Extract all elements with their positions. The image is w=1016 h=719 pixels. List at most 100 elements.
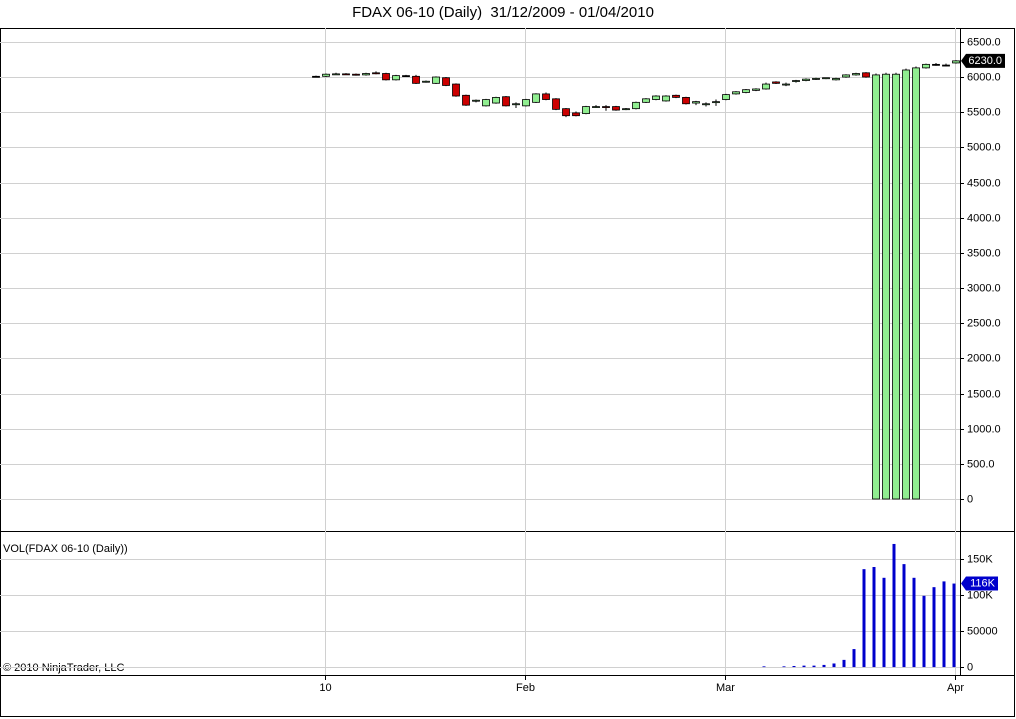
x-tick-label: Mar [716, 682, 735, 694]
candle-body [602, 106, 610, 108]
volume-bar [862, 569, 866, 668]
candle-body [832, 78, 840, 81]
candle-body [372, 72, 380, 75]
candle-body [482, 99, 490, 107]
volume-bar [852, 649, 856, 668]
candle-body [432, 76, 440, 84]
candle-body [772, 81, 780, 84]
candle-body [312, 75, 320, 78]
x-tick-label: 10 [319, 682, 331, 694]
y-tick-label: 500.0 [967, 458, 995, 470]
candle-body [882, 73, 890, 500]
volume-bar [802, 665, 806, 668]
y-tick-label: 0 [967, 493, 973, 505]
candle-body [462, 94, 470, 106]
candle-body [742, 89, 750, 93]
candle-body [472, 99, 480, 102]
candle-body [622, 108, 630, 111]
candle-body [862, 72, 870, 78]
candle-body [392, 75, 400, 81]
y-tick-label: 5000.0 [967, 141, 1001, 153]
candle-body [852, 73, 860, 76]
last-volume-tag [961, 576, 998, 591]
volume-bar [882, 577, 886, 668]
y-tick-label: 4000.0 [967, 212, 1001, 224]
candle-body [672, 94, 680, 98]
candle-body [522, 99, 530, 107]
candle-body [582, 106, 590, 114]
y-tick-label: 1000.0 [967, 423, 1001, 435]
volume-bar [792, 666, 796, 668]
y-tick-label: 6000.0 [967, 71, 1001, 83]
candle-body [632, 101, 640, 110]
x-tick-label: Apr [947, 682, 964, 694]
volume-bar [892, 543, 896, 668]
candle-body [922, 63, 930, 69]
candle-body [662, 95, 670, 102]
candle-body [732, 91, 740, 95]
candle-body [892, 73, 900, 500]
candle-body [952, 60, 960, 64]
chart-title: FDAX 06-10 (Daily) 31/12/2009 - 01/04/20… [352, 4, 654, 21]
volume-bar [912, 577, 916, 668]
candle-body [572, 112, 580, 117]
candle-body [902, 69, 910, 500]
candle-body [412, 75, 420, 84]
last-price-label: 6230.0 [968, 55, 1002, 67]
volume-bar [842, 659, 846, 668]
candle-body [442, 77, 450, 86]
candle-body [542, 93, 550, 100]
candle-body [592, 106, 600, 108]
candle-body [532, 93, 540, 103]
y-tick-label: 0 [967, 661, 973, 673]
candle-body [912, 67, 920, 500]
candle-body [932, 63, 940, 66]
volume-bar [782, 666, 786, 668]
candle-body [802, 78, 810, 81]
candle-body [382, 73, 390, 81]
y-tick-label: 100K [967, 589, 993, 601]
volume-bar [812, 665, 816, 668]
last-price-tag [961, 53, 1005, 68]
y-tick-label: 5500.0 [967, 106, 1001, 118]
candle-body [822, 77, 830, 80]
y-tick-label: 3500.0 [967, 247, 1001, 259]
candle-body [692, 101, 700, 104]
volume-bar [942, 581, 946, 668]
candle-body [712, 101, 720, 104]
candle-body [942, 64, 950, 67]
last-volume-label: 116K [970, 577, 996, 589]
y-tick-label: 3000.0 [967, 282, 1001, 294]
candle-body [352, 73, 360, 76]
volume-bar [872, 567, 876, 668]
candle-body [612, 106, 620, 111]
volume-bar [822, 664, 826, 668]
volume-bar [932, 587, 936, 668]
candle-body [702, 103, 710, 106]
candle-body [752, 88, 760, 91]
x-tick-label: Feb [516, 682, 535, 694]
candle-body [812, 78, 820, 80]
candle-body [762, 83, 770, 90]
candle-body [452, 83, 460, 97]
candle-body [362, 73, 370, 76]
candle-body [562, 108, 570, 117]
candle-body [332, 73, 340, 76]
candle-body [422, 80, 430, 83]
y-tick-label: 6500.0 [967, 36, 1001, 48]
candle-body [652, 95, 660, 100]
candle-body [342, 73, 350, 76]
y-tick-label: 1500.0 [967, 388, 1001, 400]
candle-body [502, 96, 510, 107]
candle-body [782, 83, 790, 86]
y-tick-label: 4500.0 [967, 177, 1001, 189]
candle-body [842, 74, 850, 78]
candle-body [512, 103, 520, 106]
y-tick-label: 2500.0 [967, 317, 1001, 329]
volume-bar [902, 564, 906, 668]
volume-bar [832, 663, 836, 668]
volume-label: VOL(FDAX 06-10 (Daily)) [3, 543, 128, 555]
volume-bar [922, 595, 926, 668]
candle-body [552, 98, 560, 110]
